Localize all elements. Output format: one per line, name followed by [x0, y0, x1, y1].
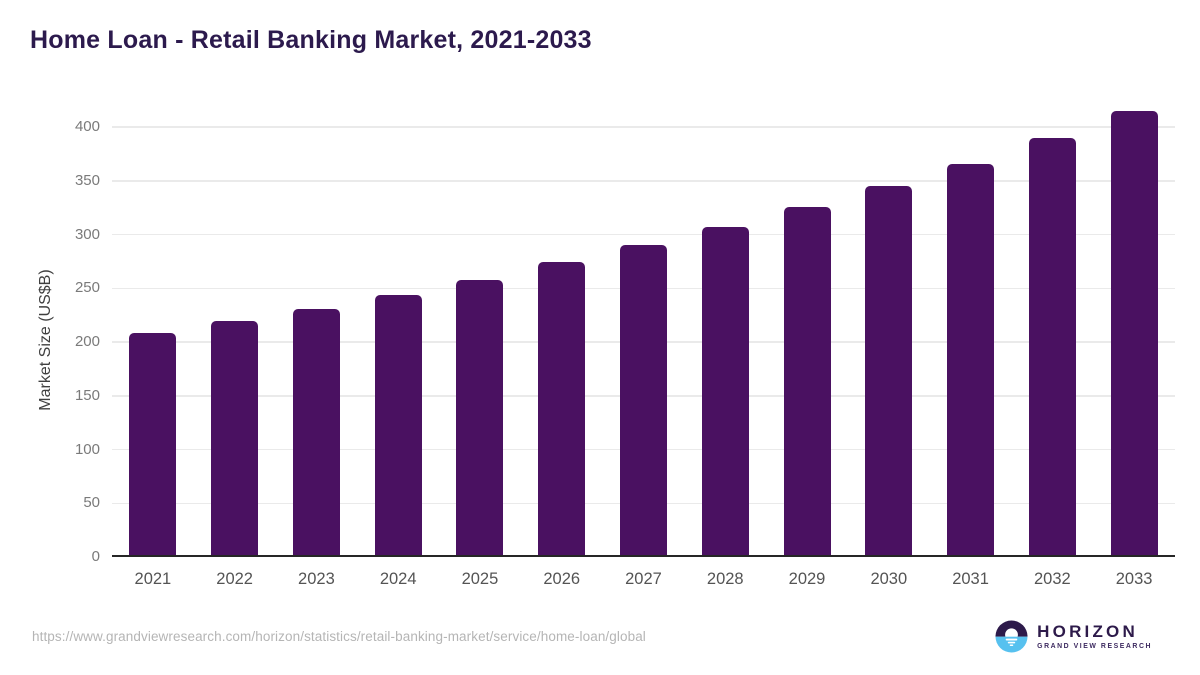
y-tick-label: 300 — [74, 225, 100, 243]
y-tick-label: 400 — [74, 118, 100, 135]
x-axis-line — [112, 555, 1175, 557]
y-tick-label: 150 — [74, 386, 100, 404]
y-tick-label: 50 — [83, 494, 100, 512]
x-tick-label: 2024 — [379, 570, 417, 588]
x-tick-label: 2032 — [1033, 570, 1071, 588]
bar-2028 — [701, 226, 749, 557]
y-tick-label: 100 — [74, 440, 100, 458]
bar-2031 — [947, 163, 995, 557]
logo-text: HORIZON GRAND VIEW RESEARCH — [1037, 623, 1152, 650]
y-tick-label: 250 — [74, 279, 100, 297]
grid-line — [112, 233, 1175, 236]
logo-subtitle: GRAND VIEW RESEARCH — [1037, 642, 1152, 650]
x-tick-label: 2030 — [870, 570, 908, 588]
bar-2026 — [538, 262, 586, 557]
y-tick-label: 200 — [74, 333, 100, 350]
bar-2025 — [456, 279, 504, 557]
chart-title: Home Loan - Retail Banking Market, 2021-… — [30, 26, 592, 54]
y-tick-label: 0 — [91, 548, 100, 565]
grid-line — [112, 126, 1175, 128]
x-tick-label: 2027 — [625, 570, 662, 588]
x-tick-label: 2031 — [952, 570, 989, 588]
bar-2032 — [1028, 137, 1076, 557]
x-tick-label: 2033 — [1115, 570, 1153, 588]
bar-2029 — [783, 206, 831, 557]
bar-2030 — [865, 186, 913, 557]
bar-2021 — [129, 333, 177, 557]
logo-title: HORIZON — [1037, 622, 1138, 642]
bar-2033 — [1110, 110, 1158, 557]
bar-2023 — [292, 308, 340, 557]
source-url: https://www.grandviewresearch.com/horizo… — [32, 629, 646, 644]
bar-2022 — [211, 320, 259, 557]
x-tick-label: 2022 — [216, 570, 253, 588]
y-tick-label: 350 — [74, 171, 100, 189]
bar-2027 — [620, 245, 667, 557]
bar-2024 — [374, 294, 422, 557]
grid-line — [112, 180, 1175, 182]
horizon-logo: HORIZON GRAND VIEW RESEARCH — [995, 620, 1152, 653]
x-tick-label: 2026 — [543, 570, 581, 588]
x-tick-label: 2023 — [298, 570, 335, 588]
x-tick-label: 2028 — [706, 570, 744, 588]
x-tick-label: 2025 — [461, 570, 499, 588]
x-tick-label: 2029 — [788, 570, 826, 588]
x-tick-label: 2021 — [134, 570, 172, 588]
horizon-sun-icon — [995, 620, 1028, 653]
